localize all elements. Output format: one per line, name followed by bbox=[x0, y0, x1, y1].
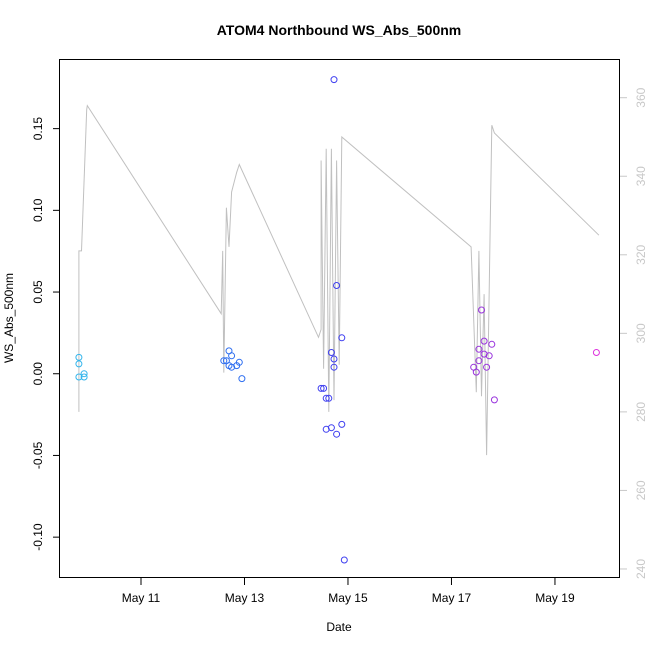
x-tick-label: May 15 bbox=[328, 591, 368, 605]
plot-frame bbox=[59, 59, 620, 578]
x-tick-label: May 13 bbox=[225, 591, 265, 605]
data-point bbox=[475, 345, 483, 353]
data-point bbox=[488, 340, 496, 348]
x-axis: May 11 May 13 May 15 May 17 May 19 bbox=[122, 578, 575, 605]
data-point bbox=[333, 430, 341, 438]
data-point bbox=[327, 424, 335, 432]
y-tick-label: 0.10 bbox=[31, 198, 45, 222]
chart-title: ATOM4 Northbound WS_Abs_500nm bbox=[217, 22, 462, 38]
data-point bbox=[80, 373, 88, 381]
right-axis-line-series bbox=[78, 104, 600, 456]
data-point bbox=[238, 375, 246, 383]
y-tick-label: 0.05 bbox=[31, 280, 45, 304]
data-point bbox=[80, 370, 88, 378]
y2-tick-label: 300 bbox=[634, 323, 648, 343]
data-point bbox=[325, 394, 333, 402]
data-point bbox=[485, 352, 493, 360]
y-tick-label: -0.10 bbox=[31, 523, 45, 551]
y-axis: -0.10 -0.05 0.00 0.05 0.10 0.15 bbox=[31, 117, 60, 551]
data-point bbox=[228, 352, 236, 360]
data-point bbox=[235, 358, 243, 366]
x-tick-label: May 19 bbox=[535, 591, 575, 605]
data-point bbox=[472, 368, 480, 376]
data-point bbox=[483, 363, 491, 371]
data-point bbox=[220, 357, 228, 365]
data-point bbox=[478, 306, 485, 314]
y2-tick-label: 240 bbox=[634, 559, 648, 579]
data-point bbox=[317, 384, 325, 392]
y2-tick-label: 320 bbox=[634, 244, 648, 264]
data-point bbox=[75, 373, 83, 381]
data-point bbox=[320, 384, 328, 392]
data-point bbox=[327, 349, 335, 356]
y2-tick-label: 280 bbox=[634, 402, 648, 422]
y-tick-label: 0.15 bbox=[31, 117, 45, 141]
data-point bbox=[340, 556, 348, 564]
data-point bbox=[322, 394, 330, 402]
data-point bbox=[75, 360, 83, 368]
data-point bbox=[330, 355, 338, 363]
series-line bbox=[78, 104, 600, 456]
data-point bbox=[490, 396, 498, 404]
data-point bbox=[480, 337, 488, 345]
data-point bbox=[333, 282, 341, 289]
y2-tick-label: 260 bbox=[634, 480, 648, 500]
y-axis-label: WS_Abs_500nm bbox=[2, 273, 16, 363]
x-tick-label: May 11 bbox=[122, 591, 161, 605]
right-y-axis: 240 260 280 300 320 340 360 bbox=[620, 87, 648, 579]
x-axis-label: Date bbox=[326, 620, 352, 634]
y-tick-label: -0.05 bbox=[31, 441, 45, 469]
y2-tick-label: 340 bbox=[634, 166, 648, 186]
data-point bbox=[330, 76, 338, 84]
scatter-points bbox=[75, 76, 600, 564]
data-point bbox=[338, 334, 346, 342]
y-tick-label: 0.00 bbox=[31, 362, 45, 386]
y2-tick-label: 360 bbox=[634, 87, 648, 107]
data-point bbox=[330, 363, 338, 371]
data-point bbox=[592, 349, 600, 356]
data-point bbox=[338, 420, 346, 428]
x-tick-label: May 17 bbox=[432, 591, 472, 605]
data-point bbox=[475, 357, 483, 365]
